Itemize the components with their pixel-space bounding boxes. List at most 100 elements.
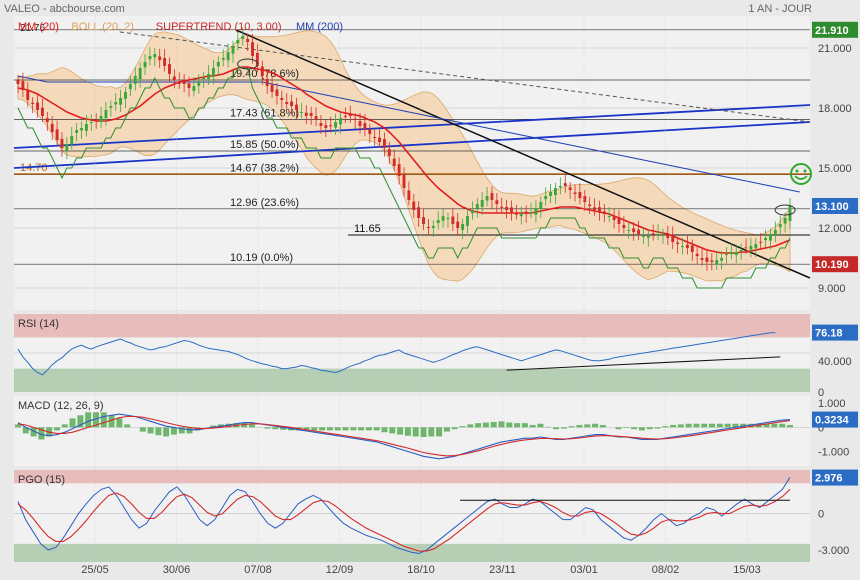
candle-body — [558, 186, 562, 188]
candle-body — [148, 56, 152, 60]
macd-histogram-bar — [724, 423, 731, 428]
candle-body — [641, 236, 645, 237]
candle-body — [304, 112, 308, 116]
macd-histogram-bar — [319, 427, 326, 431]
macd-histogram-bar — [163, 427, 170, 437]
candle-body — [646, 236, 650, 238]
candle-body — [676, 242, 680, 244]
level-label: 21.76 — [20, 23, 45, 34]
rsi-y-tick-label: 0 — [818, 387, 824, 399]
candle-body — [36, 102, 40, 110]
candle-body — [114, 102, 118, 105]
legend-entry: MM (20) — [18, 21, 59, 33]
legend-entry: MM (200) — [296, 21, 343, 33]
candle-body — [705, 257, 709, 262]
candle-body — [475, 204, 479, 209]
candle-body — [573, 192, 577, 194]
macd-histogram-bar — [116, 418, 123, 428]
macd-histogram-bar — [584, 424, 591, 428]
macd-histogram-bar — [677, 424, 684, 428]
macd-histogram-bar — [623, 427, 630, 428]
macd-histogram-bar — [186, 427, 193, 434]
macd-histogram-bar — [771, 423, 778, 428]
candle-body — [319, 122, 323, 126]
smiley-eye — [803, 169, 807, 173]
legend-entry: SUPERTREND (10, 3.00) — [156, 21, 282, 33]
blue-channel-top — [13, 104, 811, 149]
macd-histogram-bar — [716, 423, 723, 428]
macd-histogram-bar — [537, 423, 544, 428]
candle-body — [622, 224, 626, 228]
candle-body — [627, 230, 631, 231]
macd-histogram-bar — [272, 427, 279, 430]
candle-body — [602, 211, 606, 214]
candle-body — [216, 62, 220, 67]
macd-histogram-bar — [350, 427, 357, 431]
candle-body — [343, 115, 347, 117]
candle-body — [495, 200, 499, 204]
price-label-bg — [812, 198, 858, 214]
candle-body — [583, 196, 587, 202]
macd-histogram-bar — [108, 415, 115, 428]
pgo-y-tick-label: 0 — [818, 509, 824, 521]
candle-body — [510, 207, 513, 212]
candle-body — [637, 229, 640, 234]
rsi-support-trendline — [506, 356, 781, 371]
smiley-face — [790, 163, 812, 185]
smiley-icon — [790, 163, 812, 185]
macd-histogram-bar — [53, 427, 60, 431]
candle-body — [104, 110, 108, 119]
candle-body — [588, 204, 592, 206]
price-y-tick-label: 21.000 — [818, 43, 852, 55]
candle-body — [666, 234, 670, 238]
candle-body — [617, 217, 621, 224]
macd-histogram-bar — [482, 422, 489, 428]
candle-body — [285, 102, 289, 104]
downtrend-line — [235, 29, 811, 279]
pgo-signal-line — [17, 489, 791, 552]
candle-body — [128, 84, 132, 90]
rsi-zones — [14, 314, 810, 392]
macd-histogram-bar — [155, 427, 162, 436]
candle-body — [759, 241, 763, 243]
candle-body — [65, 144, 69, 151]
candle-body — [426, 226, 430, 228]
x-tick-label: 25/05 — [81, 564, 109, 576]
candle-body — [700, 258, 704, 260]
candle-body — [40, 107, 44, 116]
candle-body — [422, 217, 426, 224]
candle-body — [754, 244, 758, 249]
macd-histogram-bar — [553, 427, 560, 430]
trendlines — [13, 29, 811, 279]
macd-histogram-bar — [280, 427, 287, 430]
candle-body — [441, 216, 445, 221]
candle-body — [671, 235, 675, 242]
price-label: 10.190 — [815, 259, 849, 271]
candle-body — [597, 207, 601, 212]
candle-body — [725, 254, 728, 256]
candle-body — [710, 260, 714, 262]
rsi-value-label: 76.18 — [815, 328, 843, 340]
candle-body — [690, 245, 694, 252]
candle-body — [231, 46, 235, 54]
candle-body — [158, 56, 162, 60]
candle-body — [89, 122, 93, 123]
candle-body — [280, 97, 284, 100]
macd-histogram-bar — [529, 424, 536, 428]
candle-body — [734, 252, 738, 255]
candle-body — [358, 121, 362, 126]
candle-body — [70, 136, 74, 145]
price-label: 13.100 — [815, 201, 849, 213]
macd-histogram-bar — [615, 427, 622, 430]
candle-body — [783, 218, 787, 224]
candle-body — [295, 104, 298, 110]
macd-histogram-bar — [685, 423, 692, 428]
candle-body — [26, 90, 30, 100]
candle-body — [514, 213, 518, 215]
macd-histogram-bar — [61, 424, 68, 428]
candle-body — [202, 78, 206, 80]
bollinger-band — [17, 30, 791, 282]
macd-histogram-bar — [311, 427, 318, 431]
candle-body — [744, 247, 748, 249]
macd-histogram-bar — [147, 427, 154, 434]
